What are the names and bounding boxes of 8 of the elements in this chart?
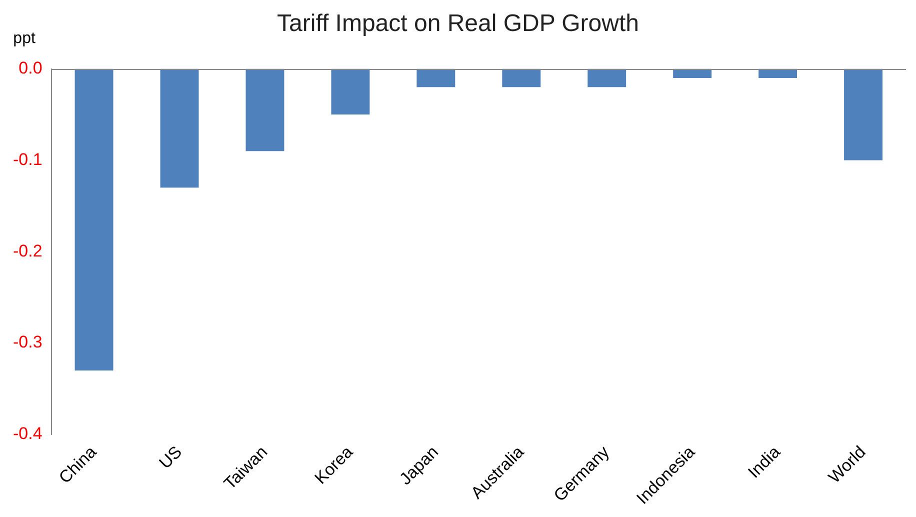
y-tick-label: -0.3 (12, 332, 42, 352)
y-axis-title: ppt (13, 30, 36, 48)
x-tick-label: US (156, 442, 186, 473)
y-tick-label: -0.1 (12, 150, 42, 169)
y-tick-label: 0.0 (18, 58, 42, 78)
y-tick-label: -0.2 (12, 241, 42, 260)
y-tick-label: -0.4 (12, 424, 42, 444)
chart-title: Tariff Impact on Real GDP Growth (277, 10, 639, 38)
